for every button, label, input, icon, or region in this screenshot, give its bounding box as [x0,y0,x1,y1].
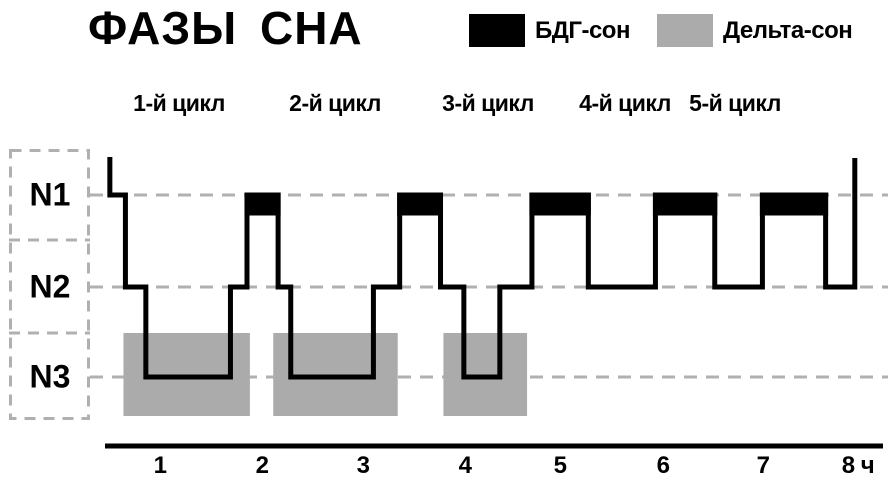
rem-legend-label: БДГ-сон [535,16,630,44]
x-tick-label-4: 4 [458,452,472,479]
x-tick-label-5: 5 [553,452,567,479]
legend-item-rem: БДГ-сон [469,14,630,47]
x-tick-label-7: 7 [756,452,770,479]
stage-label-n2: N2 [29,268,71,305]
stage-label-n1: N1 [29,176,71,213]
cycle-label-2: 2-й цикл [289,90,381,116]
rem-color-swatch [469,14,525,47]
rem-sleep-block [397,192,444,216]
legend-item-delta: Дельта-сон [657,14,853,47]
x-tick-label-2: 2 [255,452,269,479]
x-tick-label-8: 8 ч [841,452,875,479]
delta-color-swatch [657,14,713,47]
hypnogram-step-line [107,157,858,380]
cycle-label-3: 3-й цикл [442,90,534,116]
rem-sleep-block [759,192,829,216]
cycle-label-4: 4-й цикл [579,90,671,116]
chart-title: ФАЗЫ СНА [88,2,363,54]
stage-axis-box [9,149,90,420]
cycle-label-5: 5-й цикл [689,90,781,116]
rem-sleep-block [529,192,591,216]
rem-sleep-block [244,192,281,216]
cycle-label-1: 1-й цикл [133,90,225,116]
delta-legend-label: Дельта-сон [723,16,853,44]
x-tick-label-6: 6 [656,452,670,479]
x-tick-label-3: 3 [356,452,370,479]
stage-label-n3: N3 [29,358,71,395]
rem-sleep-block [652,192,718,216]
x-tick-label-1: 1 [153,452,167,479]
